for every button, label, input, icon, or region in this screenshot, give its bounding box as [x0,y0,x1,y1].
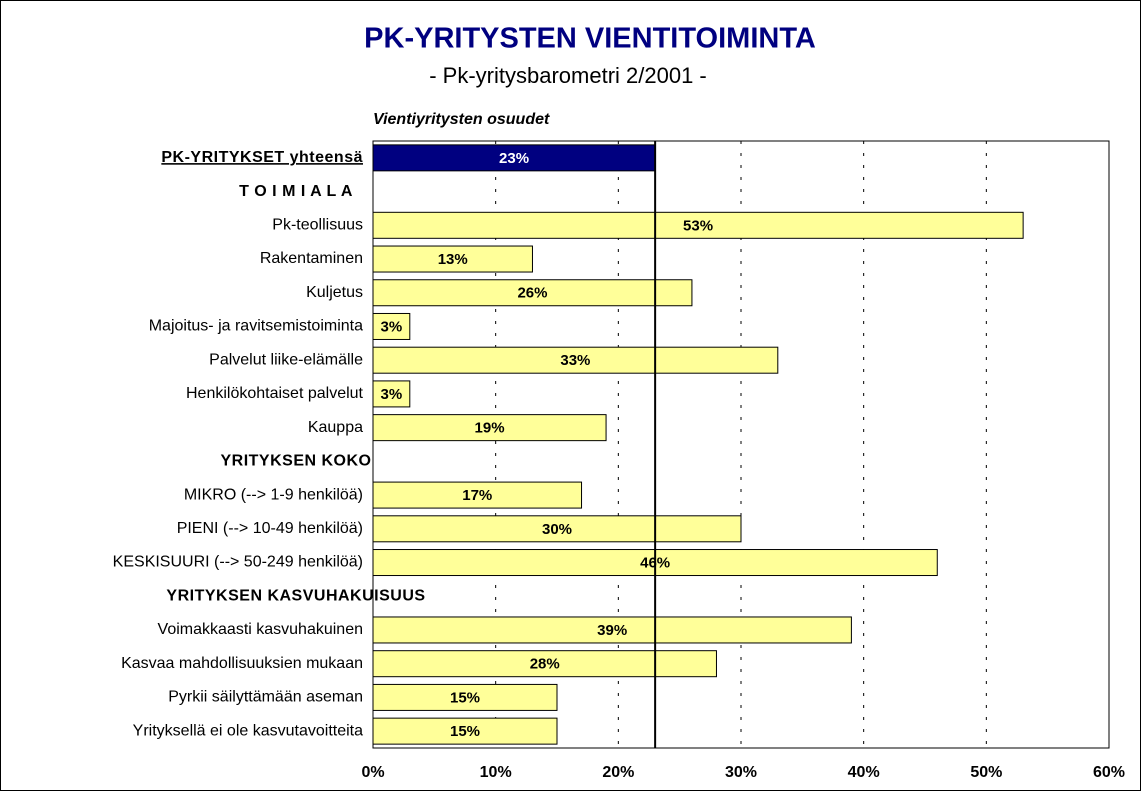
x-tick-label: 30% [725,764,757,781]
value-label: 53% [683,217,713,234]
value-label: 19% [475,420,505,437]
category-label: Pyrkii säilyttämään aseman [168,689,363,706]
chart-subtitle: - Pk-yritysbarometri 2/2001 - [429,63,707,88]
category-label: Kuljetus [306,284,363,301]
category-label: Kasvaa mahdollisuuksien mukaan [121,655,363,672]
value-label: 23% [499,150,529,167]
x-tick-label: 40% [848,764,880,781]
value-label: 13% [438,251,468,268]
value-label: 30% [542,521,572,538]
category-label: MIKRO (--> 1-9 henkilöä) [184,486,363,503]
category-label: Yrityksellä ei ole kasvutavoitteita [133,722,363,739]
category-label: Voimakkaasti kasvuhakuinen [158,621,363,638]
category-label: Majoitus- ja ravitsemistoiminta [149,318,363,335]
value-label: 39% [597,622,627,639]
bar [372,312,411,340]
chart-title: PK-YRITYSTEN VIENTITOIMINTA [364,23,816,55]
bar [372,616,852,644]
x-tick-label: 50% [970,764,1002,781]
bar [372,414,607,442]
value-label: 3% [381,386,403,403]
axis-title: Vientiyritysten osuudet [373,111,550,128]
category-label: Palvelut liike-elämälle [209,351,363,368]
value-label: 15% [450,723,480,740]
x-tick-label: 20% [602,764,634,781]
category-label: Rakentaminen [260,250,363,267]
bar [372,279,693,307]
category-label: T O I M I A L A [239,183,353,200]
category-label: KESKISUURI (--> 50-249 henkilöä) [113,554,363,571]
plot-border [372,140,1110,749]
bar [372,245,533,273]
bar [372,380,411,408]
bar [372,346,779,374]
category-label: PK-YRITYKSET yhteensä [161,149,363,166]
value-label: 28% [530,656,560,673]
x-tick-label: 10% [480,764,512,781]
category-label: Pk-teollisuus [272,217,363,234]
value-label: 15% [450,689,480,706]
category-label: PIENI (--> 10-49 henkilöä) [177,520,363,537]
value-label: 3% [381,318,403,335]
x-tick-label: 60% [1093,764,1125,781]
value-label: 17% [462,487,492,504]
x-tick-label: 0% [361,764,384,781]
bar [372,650,717,678]
category-label: Kauppa [308,419,363,436]
category-label: YRITYKSEN KASVUHAKUISUUS [166,587,425,604]
bar [372,515,742,543]
value-label: 33% [560,352,590,369]
category-label: YRITYKSEN KOKO [220,453,371,470]
value-label: 26% [517,285,547,302]
category-label: Henkilökohtaiset palvelut [186,385,364,402]
